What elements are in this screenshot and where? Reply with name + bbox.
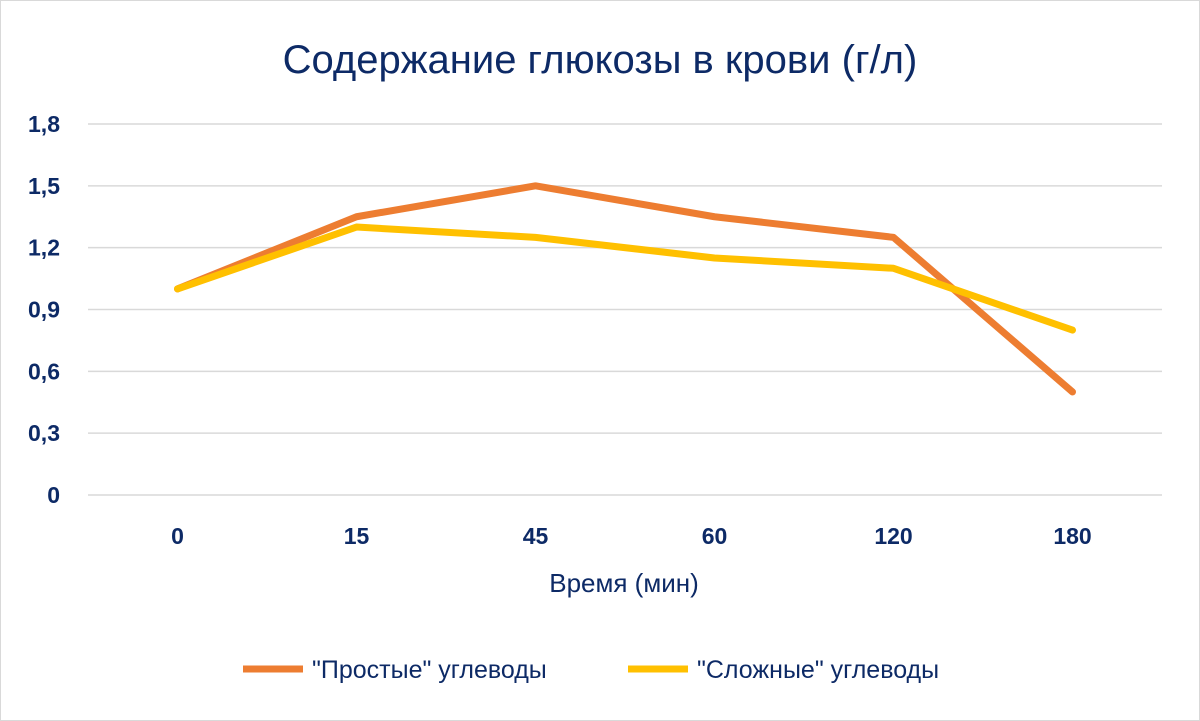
x-axis-ticks: 0 15 45 60 120 180 bbox=[171, 523, 1092, 549]
gridlines bbox=[88, 123, 1162, 496]
y-tick-label: 1,2 bbox=[28, 235, 60, 261]
legend-label-complex: "Сложные" углеводы bbox=[697, 656, 939, 684]
y-tick-label: 0,3 bbox=[28, 420, 60, 446]
y-tick-label: 0,6 bbox=[28, 358, 60, 384]
y-tick-label: 0 bbox=[47, 482, 60, 508]
x-tick-label: 45 bbox=[523, 523, 549, 549]
legend-label-simple: "Простые" углеводы bbox=[312, 656, 547, 684]
series-line-complex bbox=[174, 223, 1076, 334]
x-tick-label: 0 bbox=[171, 523, 184, 549]
x-axis-label: Время (мин) bbox=[549, 568, 699, 598]
series-lines bbox=[174, 182, 1076, 396]
y-tick-label: 1,5 bbox=[28, 173, 60, 199]
legend: "Простые" углеводы "Сложные" углеводы bbox=[243, 656, 939, 684]
chart-title: Содержание глюкозы в крови (г/л) bbox=[283, 38, 918, 82]
x-tick-label: 120 bbox=[874, 523, 912, 549]
y-tick-label: 1,8 bbox=[28, 111, 60, 137]
x-tick-label: 60 bbox=[702, 523, 728, 549]
x-tick-label: 15 bbox=[344, 523, 370, 549]
series-line-simple bbox=[174, 182, 1076, 396]
y-axis-ticks: 0 0,3 0,6 0,9 1,2 1,5 1,8 bbox=[28, 111, 60, 508]
x-tick-label: 180 bbox=[1053, 523, 1091, 549]
y-tick-label: 0,9 bbox=[28, 297, 60, 323]
